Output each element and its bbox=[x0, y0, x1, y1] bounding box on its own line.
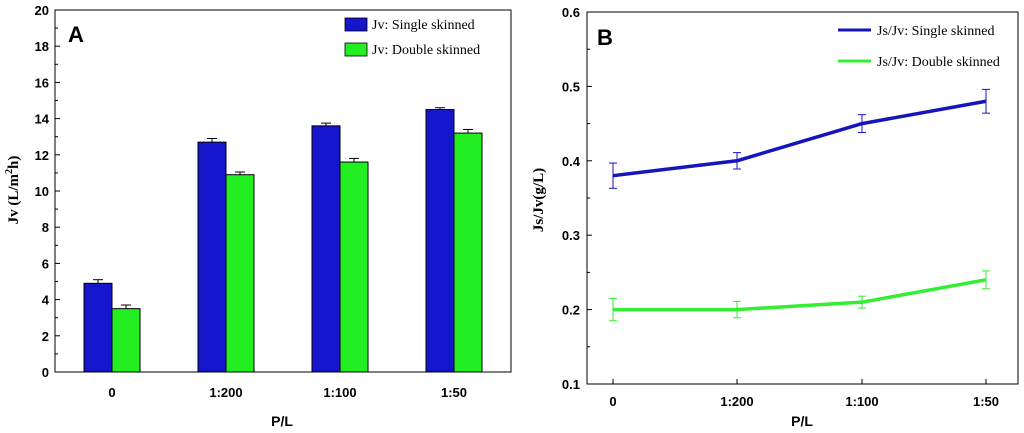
panel-a-y-tick-label: 16 bbox=[35, 75, 49, 90]
panel-a-y-tick-label: 14 bbox=[35, 112, 50, 127]
panel-a-label: A bbox=[68, 22, 84, 47]
legend-label-js-double: Js/Jv: Double skinned bbox=[877, 55, 1000, 70]
panel-a-x-tick-label: 1:100 bbox=[323, 385, 356, 400]
panel-a-bar bbox=[453, 132, 483, 373]
panel-a-y-tick-label: 0 bbox=[42, 365, 49, 380]
panel-a-bar bbox=[225, 174, 255, 373]
panel-a-y-tick-label: 10 bbox=[35, 184, 49, 199]
panel-b-y-axis-title: Js/Jv(g/L) bbox=[531, 168, 547, 232]
panel-b-x-tick-label: 1:100 bbox=[845, 394, 878, 409]
panel-a-x-axis-title: P/L bbox=[271, 413, 293, 429]
legend-label-js-single: Js/Jv: Single skinned bbox=[877, 24, 994, 39]
legend-swatch-single bbox=[344, 17, 368, 32]
panel-a-y-axis-title: Jv (L/m2h) bbox=[4, 156, 22, 225]
panel-a-bar bbox=[111, 308, 141, 373]
legend-label-double: Jv: Double skinned bbox=[372, 43, 480, 58]
panel-a-bar bbox=[83, 282, 113, 373]
panel-b-y-tick-label: 0.1 bbox=[562, 377, 580, 392]
panel-b-line-chart: 0.1 0.2 0.3 0.4 0.5 0.6 0 1:200 1:100 1:50 B P/L… bbox=[531, 5, 1019, 429]
panel-a-y-tick-label: 20 bbox=[35, 3, 49, 18]
panel-a-y-title-main: Jv (L/m bbox=[6, 173, 22, 224]
panel-a-x-tick-label: 1:200 bbox=[209, 385, 242, 400]
panel-a-y-title-end: h) bbox=[6, 156, 22, 169]
panel-a-bars bbox=[83, 107, 483, 373]
panel-b-series-line bbox=[612, 99, 987, 178]
panel-a-bar bbox=[311, 125, 341, 373]
panel-b-y-tick-label: 0.4 bbox=[562, 154, 581, 169]
panel-a-bar bbox=[425, 109, 455, 373]
panel-b-y-axis: 0.1 0.2 0.3 0.4 0.5 0.6 bbox=[562, 5, 592, 392]
panel-b-x-axis-title: P/L bbox=[791, 413, 813, 429]
panel-b-series-line bbox=[613, 278, 987, 312]
panel-b-x-tick-label: 1:50 bbox=[973, 394, 999, 409]
panel-a-y-tick-label: 4 bbox=[42, 293, 50, 308]
panel-b-y-tick-label: 0.6 bbox=[562, 5, 580, 20]
panel-a-y-tick-label: 18 bbox=[35, 39, 49, 54]
panel-a-y-tick-label: 2 bbox=[42, 329, 49, 344]
panel-a-bar bbox=[339, 161, 369, 373]
panel-a-legend: Jv: Single skinned Jv: Double skinned bbox=[344, 17, 480, 58]
panel-b-y-tick-label: 0.5 bbox=[562, 79, 580, 94]
panel-b-y-tick-label: 0.3 bbox=[562, 228, 580, 243]
panel-b-series bbox=[609, 88, 990, 322]
panel-b-label: B bbox=[597, 25, 613, 50]
panel-b-x-tick-label: 0 bbox=[609, 394, 616, 409]
panel-a-y-tick-label: 8 bbox=[42, 220, 49, 235]
panel-b-legend: Js/Jv: Single skinned Js/Jv: Double skin… bbox=[838, 24, 1000, 70]
panel-a-y-tick-label: 12 bbox=[35, 148, 49, 163]
legend-label-single: Jv: Single skinned bbox=[372, 18, 475, 33]
panel-a-y-axis: 0 2 4 6 8 10 12 14 16 18 20 bbox=[35, 3, 60, 380]
panel-a-y-tick-label: 6 bbox=[42, 256, 49, 271]
legend-swatch-double bbox=[344, 42, 368, 57]
panel-b-x-tick-label: 1:200 bbox=[720, 394, 753, 409]
panel-a-x-tick-label: 0 bbox=[108, 385, 115, 400]
panel-b-y-tick-label: 0.2 bbox=[562, 303, 580, 318]
panel-a-y-title-sup: 2 bbox=[4, 169, 15, 174]
panel-a-x-tick-label: 1:50 bbox=[441, 385, 467, 400]
panel-b-x-axis: 0 1:200 1:100 1:50 bbox=[609, 379, 999, 409]
panel-a-bar bbox=[197, 141, 227, 373]
